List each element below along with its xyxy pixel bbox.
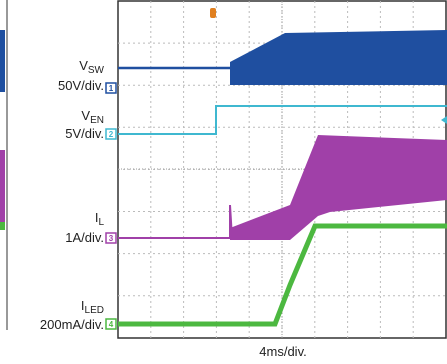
scope-capture: 4ms/div. VSW50V/div.1VEN5V/div.2IL1A/div…: [0, 0, 447, 364]
channel-scale: 5V/div.: [65, 126, 104, 141]
channel-name: ILED: [81, 298, 104, 316]
channel-subscript: EN: [90, 115, 104, 126]
channel-marker-label: 2: [109, 130, 114, 139]
channel-scale: 50V/div.: [58, 78, 104, 93]
edge-strip: [0, 150, 5, 225]
edge-strip: [0, 222, 5, 230]
channel-marker-label: 1: [109, 84, 114, 93]
channel-symbol: V: [79, 58, 88, 73]
channel-name: IL: [95, 210, 105, 228]
channel-symbol: V: [81, 108, 90, 123]
trigger-marker: [210, 8, 216, 18]
channel-marker-label: 4: [109, 320, 114, 329]
channel-marker-label: 3: [109, 234, 114, 243]
channel-name: VEN: [81, 108, 104, 126]
channel-subscript: LED: [85, 305, 104, 316]
time-scale: 4ms/div.: [259, 344, 306, 359]
channel-subscript: SW: [88, 65, 105, 76]
channel-subscript: L: [98, 217, 104, 228]
channel-scale: 200mA/div.: [40, 317, 104, 332]
channel-scale: 1A/div.: [65, 230, 104, 245]
edge-strip: [0, 30, 5, 92]
channel-name: VSW: [79, 58, 104, 76]
